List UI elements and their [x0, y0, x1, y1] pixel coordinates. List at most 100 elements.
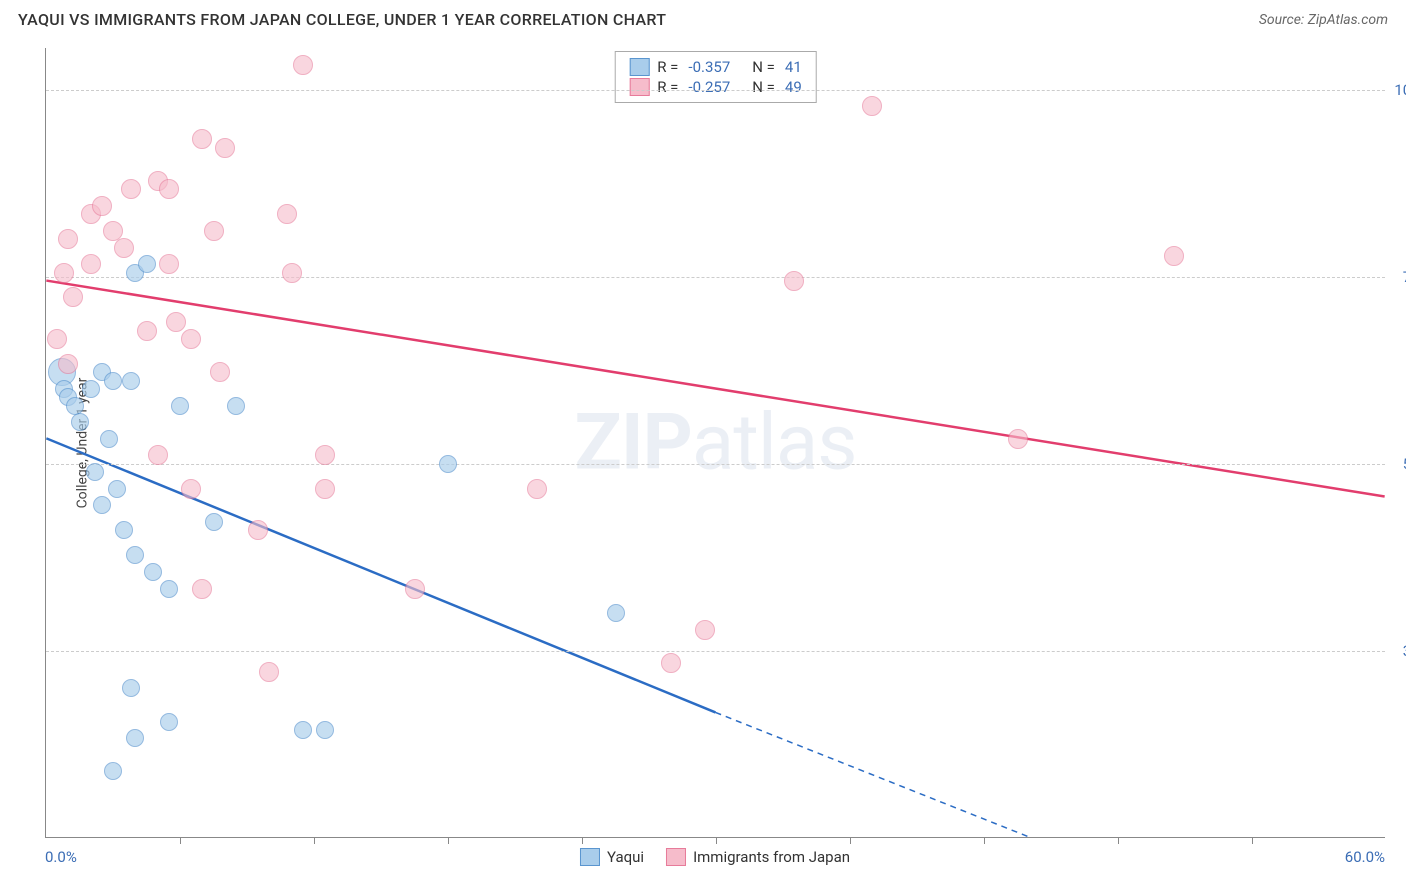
scatter-point [1164, 246, 1184, 266]
scatter-point [1008, 429, 1028, 449]
gridline-h [46, 464, 1385, 465]
scatter-point [137, 321, 157, 341]
watermark: ZIPatlas [574, 397, 856, 488]
legend-bottom-item: Immigrants from Japan [666, 848, 850, 866]
scatter-point [294, 721, 312, 739]
scatter-point [527, 479, 547, 499]
scatter-point [126, 729, 144, 747]
trend-lines [46, 48, 1385, 837]
scatter-point [248, 520, 268, 540]
r-value: -0.357 [688, 58, 730, 76]
scatter-point [315, 479, 335, 499]
r-value: -0.257 [688, 78, 730, 96]
x-tick [716, 837, 717, 844]
scatter-point [316, 721, 334, 739]
source-attribution: Source: ZipAtlas.com [1259, 12, 1388, 28]
scatter-point [315, 445, 335, 465]
scatter-point [192, 579, 212, 599]
scatter-point [205, 513, 223, 531]
scatter-point [114, 238, 134, 258]
scatter-point [47, 329, 67, 349]
scatter-point [439, 455, 457, 473]
scatter-point [63, 287, 83, 307]
scatter-point [104, 372, 122, 390]
scatter-point [160, 713, 178, 731]
chart-title: YAQUI VS IMMIGRANTS FROM JAPAN COLLEGE, … [18, 10, 666, 29]
legend-swatch [666, 848, 686, 866]
x-tick [582, 837, 583, 844]
x-tick [1252, 837, 1253, 844]
scatter-point [108, 480, 126, 498]
legend-label: Immigrants from Japan [693, 848, 850, 866]
series-legend: Yaqui Immigrants from Japan [580, 848, 850, 866]
scatter-point [607, 604, 625, 622]
x-tick [984, 837, 985, 844]
scatter-point [138, 255, 156, 273]
scatter-point [93, 496, 111, 514]
scatter-point [282, 263, 302, 283]
scatter-point [181, 479, 201, 499]
scatter-point [122, 372, 140, 390]
x-tick [314, 837, 315, 844]
scatter-point [277, 204, 297, 224]
scatter-point [784, 271, 804, 291]
n-value: 49 [785, 78, 802, 96]
legend-swatch [629, 58, 649, 76]
scatter-point [166, 312, 186, 332]
correlation-legend: R = -0.357N = 41R = -0.257N = 49 [614, 51, 817, 103]
scatter-point [71, 413, 89, 431]
scatter-point [159, 179, 179, 199]
scatter-point [215, 138, 235, 158]
scatter-point [82, 380, 100, 398]
scatter-point [661, 653, 681, 673]
x-axis-start-label: 0.0% [45, 848, 77, 866]
legend-swatch [629, 78, 649, 96]
legend-top-row: R = -0.357N = 41 [629, 57, 802, 77]
scatter-point [160, 580, 178, 598]
x-tick [1118, 837, 1119, 844]
scatter-point [862, 96, 882, 116]
scatter-point [81, 254, 101, 274]
scatter-point [171, 397, 189, 415]
scatter-point [115, 521, 133, 539]
legend-bottom-item: Yaqui [580, 848, 644, 866]
scatter-point [54, 263, 74, 283]
watermark-bold: ZIP [574, 397, 691, 488]
scatter-point [227, 397, 245, 415]
r-label: R = [657, 78, 678, 96]
x-tick [448, 837, 449, 844]
scatter-point [210, 362, 230, 382]
scatter-point [144, 563, 162, 581]
scatter-point [181, 329, 201, 349]
gridline-h [46, 90, 1385, 91]
legend-top-row: R = -0.257 N = 49 [629, 77, 802, 97]
trend-line-dashed [716, 712, 1051, 837]
scatter-point [293, 55, 313, 75]
x-tick [180, 837, 181, 844]
scatter-point [695, 620, 715, 640]
legend-swatch [580, 848, 600, 866]
scatter-point [148, 445, 168, 465]
x-tick [850, 837, 851, 844]
gridline-h [46, 277, 1385, 278]
scatter-point [259, 662, 279, 682]
scatter-point [104, 762, 122, 780]
scatter-point [86, 463, 104, 481]
scatter-point [121, 179, 141, 199]
scatter-point [122, 679, 140, 697]
n-label: N = [752, 58, 775, 76]
scatter-point [58, 354, 78, 374]
n-label: N = [752, 78, 775, 96]
scatter-point [159, 254, 179, 274]
chart-container: College, Under 1 year ZIPatlas R = -0.35… [45, 48, 1385, 838]
scatter-point [126, 546, 144, 564]
x-axis-end-label: 60.0% [1345, 848, 1385, 866]
scatter-point [405, 579, 425, 599]
scatter-point [92, 196, 112, 216]
y-tick-label: 100.0% [1394, 81, 1406, 99]
gridline-h [46, 651, 1385, 652]
scatter-point [58, 229, 78, 249]
plot-area: ZIPatlas R = -0.357N = 41R = -0.257N = 4… [45, 48, 1385, 838]
legend-label: Yaqui [607, 848, 644, 866]
scatter-point [192, 129, 212, 149]
